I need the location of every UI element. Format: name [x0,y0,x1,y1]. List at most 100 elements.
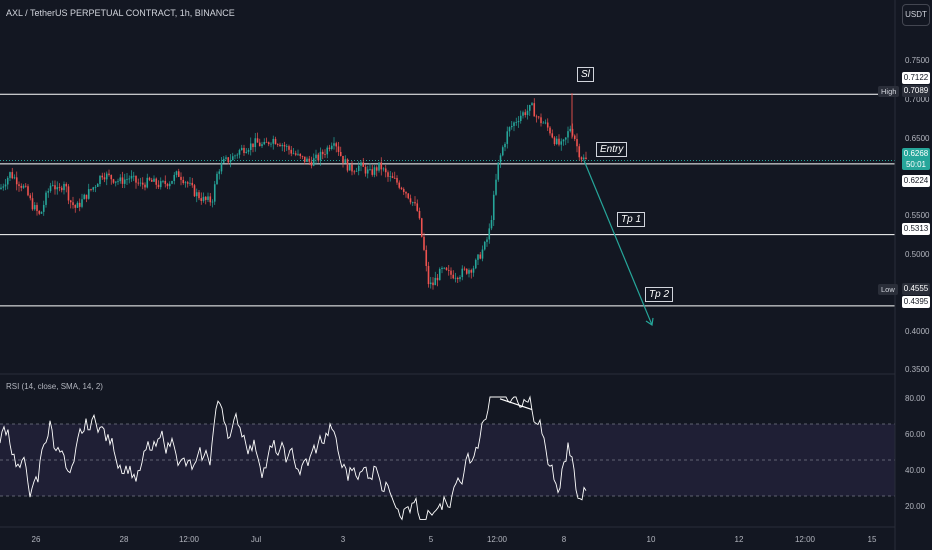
candle-body [15,177,18,185]
tp1-annotation[interactable]: Tp 1 [617,212,646,227]
candle-body [357,165,360,171]
high-price-box: 0.7089 [902,85,930,97]
current-price: 0.6268 [903,149,929,158]
time-tick: 10 [646,535,656,544]
tp2-annotation[interactable]: Tp 2 [645,287,674,302]
candle-body [69,200,72,203]
low-price-box: 0.4555 [902,283,930,295]
candle-body [13,177,16,179]
candle-body [407,193,410,199]
candle-body [119,177,122,182]
candle-body [186,182,189,184]
candle-body [141,182,144,185]
candle-body [279,144,281,147]
candle-body [168,183,171,187]
high-tag: High [878,86,900,97]
candle-body [434,277,437,286]
candle-body [173,174,176,181]
candle-body [384,168,387,173]
candle-body [420,218,423,237]
candle-body [402,189,405,192]
candle-body [571,128,574,136]
price-tick: 0.5500 [905,211,930,220]
candle-body [330,145,333,149]
candle-body [267,142,270,145]
candle-body [351,164,353,172]
candle-body [472,268,475,273]
candle-body [488,228,491,240]
price-tick: 0.4000 [905,327,930,336]
candle-body [117,181,119,182]
candle-body [510,125,513,128]
candle-body [546,122,549,128]
projection-arrow [583,160,654,326]
candle-body [292,153,295,155]
candle-body [528,105,531,111]
entry-annotation[interactable]: Entry [596,142,628,157]
sl-annotation[interactable]: Sl [577,67,594,82]
candle-body [171,180,173,184]
candle-body [148,177,151,180]
candle-body [67,186,70,201]
candle-body [9,172,11,178]
candle-body [29,195,32,199]
candle-body [380,162,383,170]
candle-body [204,196,207,200]
candle-body [459,277,461,280]
candle-body [110,174,113,180]
candle-body [378,162,380,171]
candle-body [231,156,234,161]
candle-body [483,241,486,250]
candle-body [276,144,279,145]
tp1-price-box: 0.5313 [902,223,930,235]
candle-body [443,267,446,269]
candle-body [164,180,167,184]
candle-body [447,269,450,271]
candle-body [177,171,180,177]
candle-body [375,167,378,171]
candle-body [405,191,407,194]
candle-body [207,196,209,200]
time-tick: 8 [561,535,567,544]
candle-body [335,143,338,147]
candle-body [24,185,27,187]
candle-body [463,268,466,270]
tp2-price-box: 0.4395 [902,296,930,308]
candle-body [4,184,7,187]
candle-body [270,143,272,145]
candle-body [90,189,92,190]
candle-body [213,184,216,202]
candle-body [504,143,506,148]
currency-button[interactable]: USDT [902,4,930,26]
candle-body [249,143,252,150]
candle-body [522,112,524,116]
candle-body [486,239,488,242]
candle-body [450,270,452,275]
candle-body [321,151,324,155]
candle-body [499,155,502,163]
candle-body [47,191,50,193]
candle-body [452,274,455,279]
candle-body [42,204,45,212]
price-tick: 0.6500 [905,134,930,143]
candle-body [553,137,556,145]
time-tick: 12:00 [794,535,816,544]
candle-body [87,189,90,199]
entry-price-box: 0.6224 [902,175,930,187]
candle-body [137,182,140,184]
candle-body [306,158,308,162]
candle-body [398,182,401,188]
candle-body [369,169,371,171]
candle-body [281,145,284,147]
price-tick: 0.5000 [905,250,930,259]
candle-body [101,175,104,178]
candle-body [382,168,385,170]
candle-body [373,167,376,175]
level-price-box: 0.7122 [902,72,930,84]
horizontal-levels [0,93,895,307]
candle-body [139,182,142,184]
candle-body [551,133,554,138]
candle-body [92,187,95,190]
candle-body [38,210,41,214]
